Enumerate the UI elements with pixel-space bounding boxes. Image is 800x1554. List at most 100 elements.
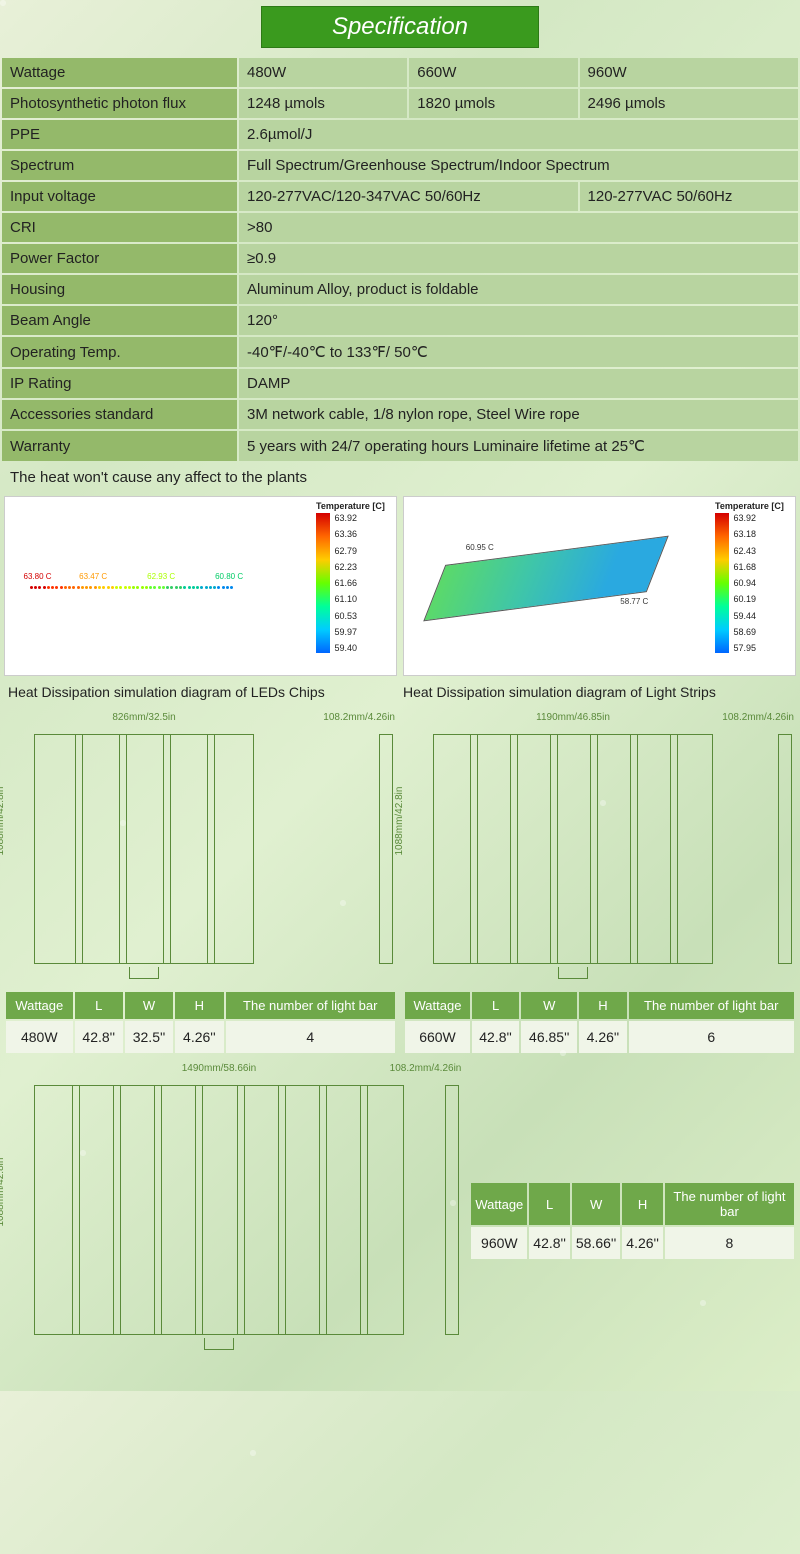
size-header: Wattage xyxy=(471,1183,527,1225)
size-header: The number of light bar xyxy=(226,992,396,1019)
spec-label: IP Rating xyxy=(2,369,237,398)
heat-note: The heat won't cause any affect to the p… xyxy=(0,463,800,492)
heat-panel-leds: 63.80 C63.47 C62.93 C60.80 C Temperature… xyxy=(4,496,397,676)
heat-view-strips: 60.95 C58.77 C xyxy=(404,497,713,675)
dim-depth-label: 108.2mm/4.26in xyxy=(323,712,395,723)
heat-captions: Heat Dissipation simulation diagram of L… xyxy=(0,680,800,710)
dim-frame xyxy=(34,734,254,964)
spec-label: Wattage xyxy=(2,58,237,87)
spec-table: Wattage480W660W960WPhotosynthetic photon… xyxy=(0,56,800,463)
spec-value: 660W xyxy=(409,58,577,87)
bracket-icon xyxy=(558,967,588,979)
size-header: H xyxy=(175,992,223,1019)
spec-label: Housing xyxy=(2,275,237,304)
spec-value: 960W xyxy=(580,58,798,87)
legend-tick: 63.36 xyxy=(335,529,358,539)
dim-depth-label: 108.2mm/4.26in xyxy=(722,712,794,723)
light-bar-icon xyxy=(72,1086,80,1334)
light-bar-icon xyxy=(470,735,478,963)
legend-tick: 62.23 xyxy=(335,562,358,572)
size-cell: 42.8'' xyxy=(472,1021,519,1053)
heat-row: 63.80 C63.47 C62.93 C60.80 C Temperature… xyxy=(0,492,800,680)
spec-label: Spectrum xyxy=(2,151,237,180)
size-cell: 960W xyxy=(471,1227,527,1259)
block-960: 1490mm/58.66in108.2mm/4.26in1088mm/42.8i… xyxy=(0,1055,800,1391)
bracket-icon xyxy=(129,967,159,979)
light-bar-icon xyxy=(360,1086,368,1334)
light-bar-icon xyxy=(510,735,518,963)
caption-strips: Heat Dissipation simulation diagram of L… xyxy=(403,684,792,700)
spec-value: 2496 µmols xyxy=(580,89,798,118)
temp-legend-left: Temperature [C] 63.9263.3662.7962.2361.6… xyxy=(314,497,396,675)
legend-tick: 59.44 xyxy=(734,611,757,621)
legend-tick: 63.18 xyxy=(734,529,757,539)
size-cell: 660W xyxy=(405,1021,470,1053)
light-bar-icon xyxy=(278,1086,286,1334)
temp-point-label: 63.47 C xyxy=(79,572,107,581)
size-cell: 42.8'' xyxy=(75,1021,123,1053)
temp-legend-right: Temperature [C] 63.9263.1862.4361.6860.9… xyxy=(713,497,795,675)
dim-frame xyxy=(433,734,713,964)
spec-value: Aluminum Alloy, product is foldable xyxy=(239,275,798,304)
spec-label: PPE xyxy=(2,120,237,149)
light-bar-icon xyxy=(590,735,598,963)
dim-height-label: 1088mm/42.8in xyxy=(394,787,405,856)
legend-tick: 59.40 xyxy=(335,643,358,653)
size-cell: 4.26'' xyxy=(579,1021,626,1053)
size-header: H xyxy=(579,992,626,1019)
spec-value: 120-277VAC 50/60Hz xyxy=(580,182,798,211)
legend-tick: 62.43 xyxy=(734,546,757,556)
spec-value: 2.6µmol/J xyxy=(239,120,798,149)
legend-tick: 61.66 xyxy=(335,578,358,588)
legend-tick: 61.10 xyxy=(335,594,358,604)
spec-label: Power Factor xyxy=(2,244,237,273)
temp-point-label: 62.93 C xyxy=(147,572,175,581)
light-bar-icon xyxy=(154,1086,162,1334)
legend-title: Temperature [C] xyxy=(715,501,793,511)
size-header: W xyxy=(572,1183,620,1225)
heat-panel-strips: 60.95 C58.77 C Temperature [C] 63.9263.1… xyxy=(403,496,796,676)
spec-label: Accessories standard xyxy=(2,400,237,429)
light-bar-icon xyxy=(75,735,83,963)
spec-label: Warranty xyxy=(2,431,237,461)
light-bar-icon xyxy=(550,735,558,963)
spec-label: CRI xyxy=(2,213,237,242)
dim-width-label: 826mm/32.5in xyxy=(34,712,254,723)
spec-value: 3M network cable, 1/8 nylon rope, Steel … xyxy=(239,400,798,429)
spec-value: 1820 µmols xyxy=(409,89,577,118)
dims-row-1: 826mm/32.5in108.2mm/4.26in1088mm/42.8in … xyxy=(0,710,800,1055)
size-header: H xyxy=(622,1183,663,1225)
legend-tick: 61.68 xyxy=(734,562,757,572)
light-bar-icon xyxy=(670,735,678,963)
size-cell: 4.26'' xyxy=(622,1227,663,1259)
size-cell: 480W xyxy=(6,1021,73,1053)
spec-value: 120-277VAC/120-347VAC 50/60Hz xyxy=(239,182,578,211)
size-header: The number of light bar xyxy=(629,992,794,1019)
header: Specification xyxy=(0,0,800,48)
size-cell: 4 xyxy=(226,1021,396,1053)
dim-side-view xyxy=(445,1085,459,1335)
legend-tick: 63.92 xyxy=(335,513,358,523)
spec-value: DAMP xyxy=(239,369,798,398)
legend-tick: 60.53 xyxy=(335,611,358,621)
size-table-660: WattageLWHThe number of light bar660W42.… xyxy=(403,990,796,1055)
light-bar-icon xyxy=(207,735,215,963)
size-header: Wattage xyxy=(405,992,470,1019)
light-bar-icon xyxy=(237,1086,245,1334)
temp-point-label: 60.80 C xyxy=(215,572,243,581)
spec-value: ≥0.9 xyxy=(239,244,798,273)
size-header: L xyxy=(75,992,123,1019)
spec-value: 5 years with 24/7 operating hours Lumina… xyxy=(239,431,798,461)
heat-view-leds: 63.80 C63.47 C62.93 C60.80 C xyxy=(5,497,314,675)
dim-height-label: 1088mm/42.8in xyxy=(0,1158,6,1227)
size-cell: 46.85'' xyxy=(521,1021,577,1053)
dim-depth-label: 108.2mm/4.26in xyxy=(390,1063,462,1074)
spec-label: Input voltage xyxy=(2,182,237,211)
size-header: W xyxy=(521,992,577,1019)
dim-width-label: 1190mm/46.85in xyxy=(433,712,713,723)
size-table-480: WattageLWHThe number of light bar480W42.… xyxy=(4,990,397,1055)
legend-tick: 57.95 xyxy=(734,643,757,653)
caption-leds: Heat Dissipation simulation diagram of L… xyxy=(8,684,397,700)
light-bar-icon xyxy=(319,1086,327,1334)
light-bar-icon xyxy=(195,1086,203,1334)
